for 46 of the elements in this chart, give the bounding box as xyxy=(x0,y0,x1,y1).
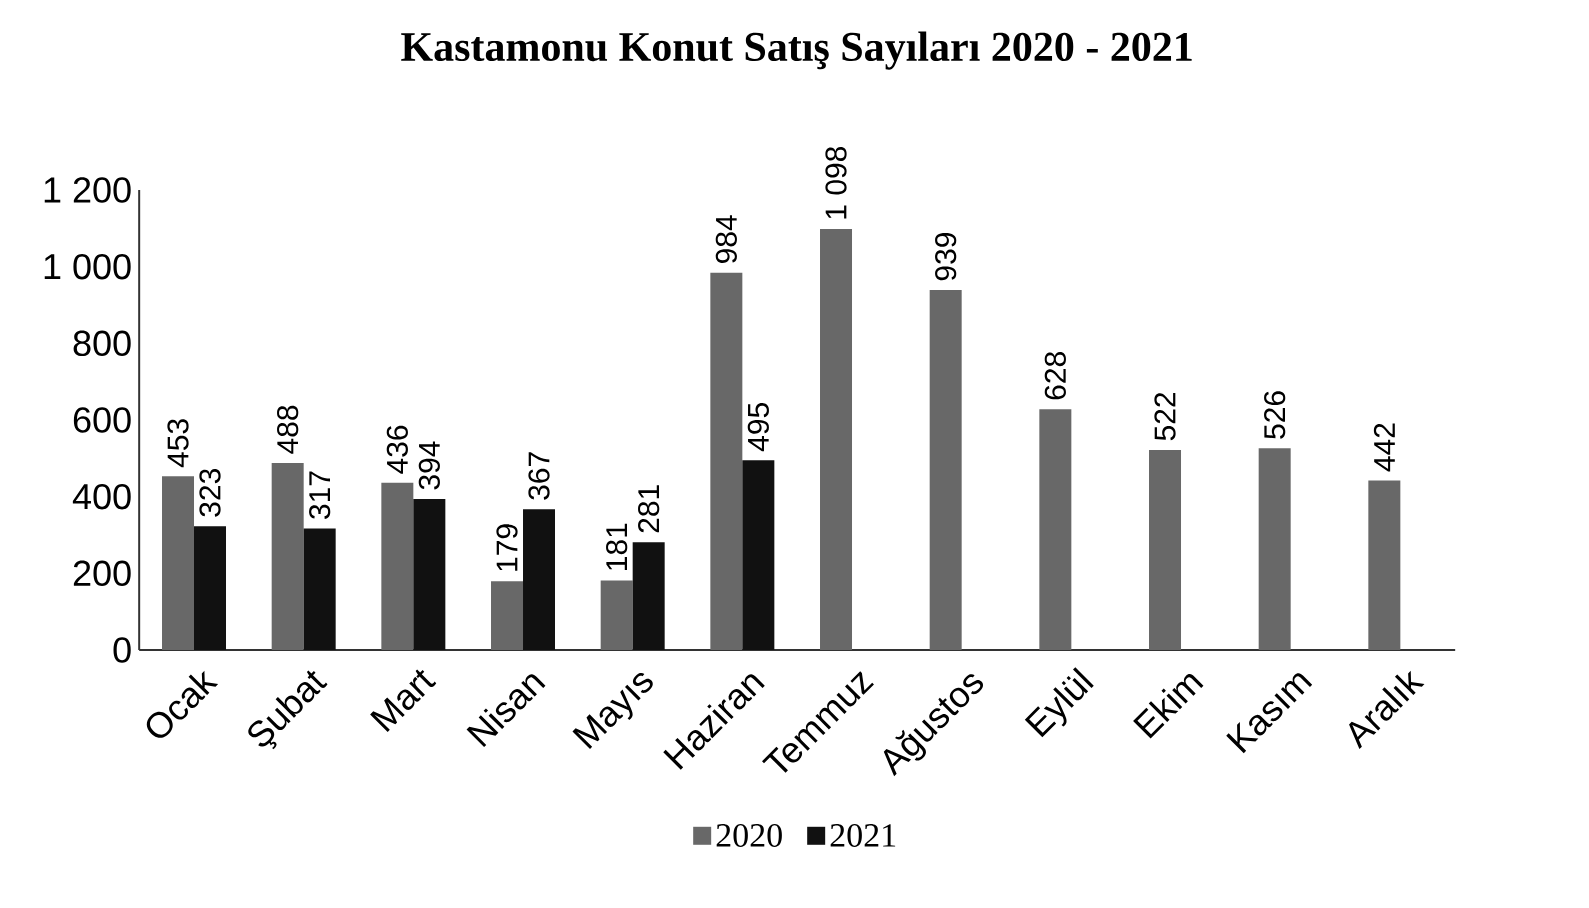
bar xyxy=(381,482,414,650)
y-tick-label: 200 xyxy=(73,560,131,587)
y-tick-label: 1 000 xyxy=(44,253,131,280)
bar xyxy=(1039,409,1072,650)
y-tick-label: 800 xyxy=(73,330,131,357)
data-label: 522 xyxy=(1154,392,1176,441)
data-label: 367 xyxy=(528,452,550,500)
data-label: 1 098 xyxy=(825,146,847,219)
data-label: 181 xyxy=(606,523,628,570)
bar xyxy=(742,460,775,650)
bar xyxy=(523,509,556,650)
y-tick-label: 0 xyxy=(113,637,131,663)
data-label: 495 xyxy=(747,403,769,452)
y-tick-label: 600 xyxy=(73,407,131,433)
data-label: 281 xyxy=(638,485,660,533)
data-label: 453 xyxy=(167,419,189,468)
y-tick-label: 400 xyxy=(72,483,131,510)
bar xyxy=(271,462,304,650)
data-label: 526 xyxy=(1264,391,1286,439)
data-label: 179 xyxy=(496,524,518,571)
bar xyxy=(1258,448,1291,650)
bar xyxy=(491,581,524,650)
bar xyxy=(600,580,633,650)
legend-label: 2021 xyxy=(830,823,896,847)
bar xyxy=(632,542,665,650)
bar xyxy=(303,528,336,650)
data-label: 628 xyxy=(1044,352,1066,400)
chart-title: Kastamonu Konut Satış Sayıları 2020 - 2021 xyxy=(401,31,1192,70)
data-label: 939 xyxy=(935,233,957,281)
data-label: 488 xyxy=(277,405,299,454)
data-label: 394 xyxy=(418,441,440,490)
data-label: 436 xyxy=(386,425,408,474)
data-label: 323 xyxy=(199,469,221,517)
bar xyxy=(1149,449,1182,650)
data-label: 442 xyxy=(1373,423,1395,472)
bar xyxy=(1368,480,1401,650)
bar xyxy=(710,272,743,650)
legend-label: 2020 xyxy=(716,823,782,847)
data-label: 317 xyxy=(309,471,331,519)
y-tick-label: 1 200 xyxy=(44,177,131,203)
bar xyxy=(929,290,962,650)
bar xyxy=(820,229,853,650)
bar xyxy=(413,498,446,650)
bar xyxy=(162,476,195,650)
data-label: 984 xyxy=(715,215,737,263)
bar xyxy=(194,526,227,650)
